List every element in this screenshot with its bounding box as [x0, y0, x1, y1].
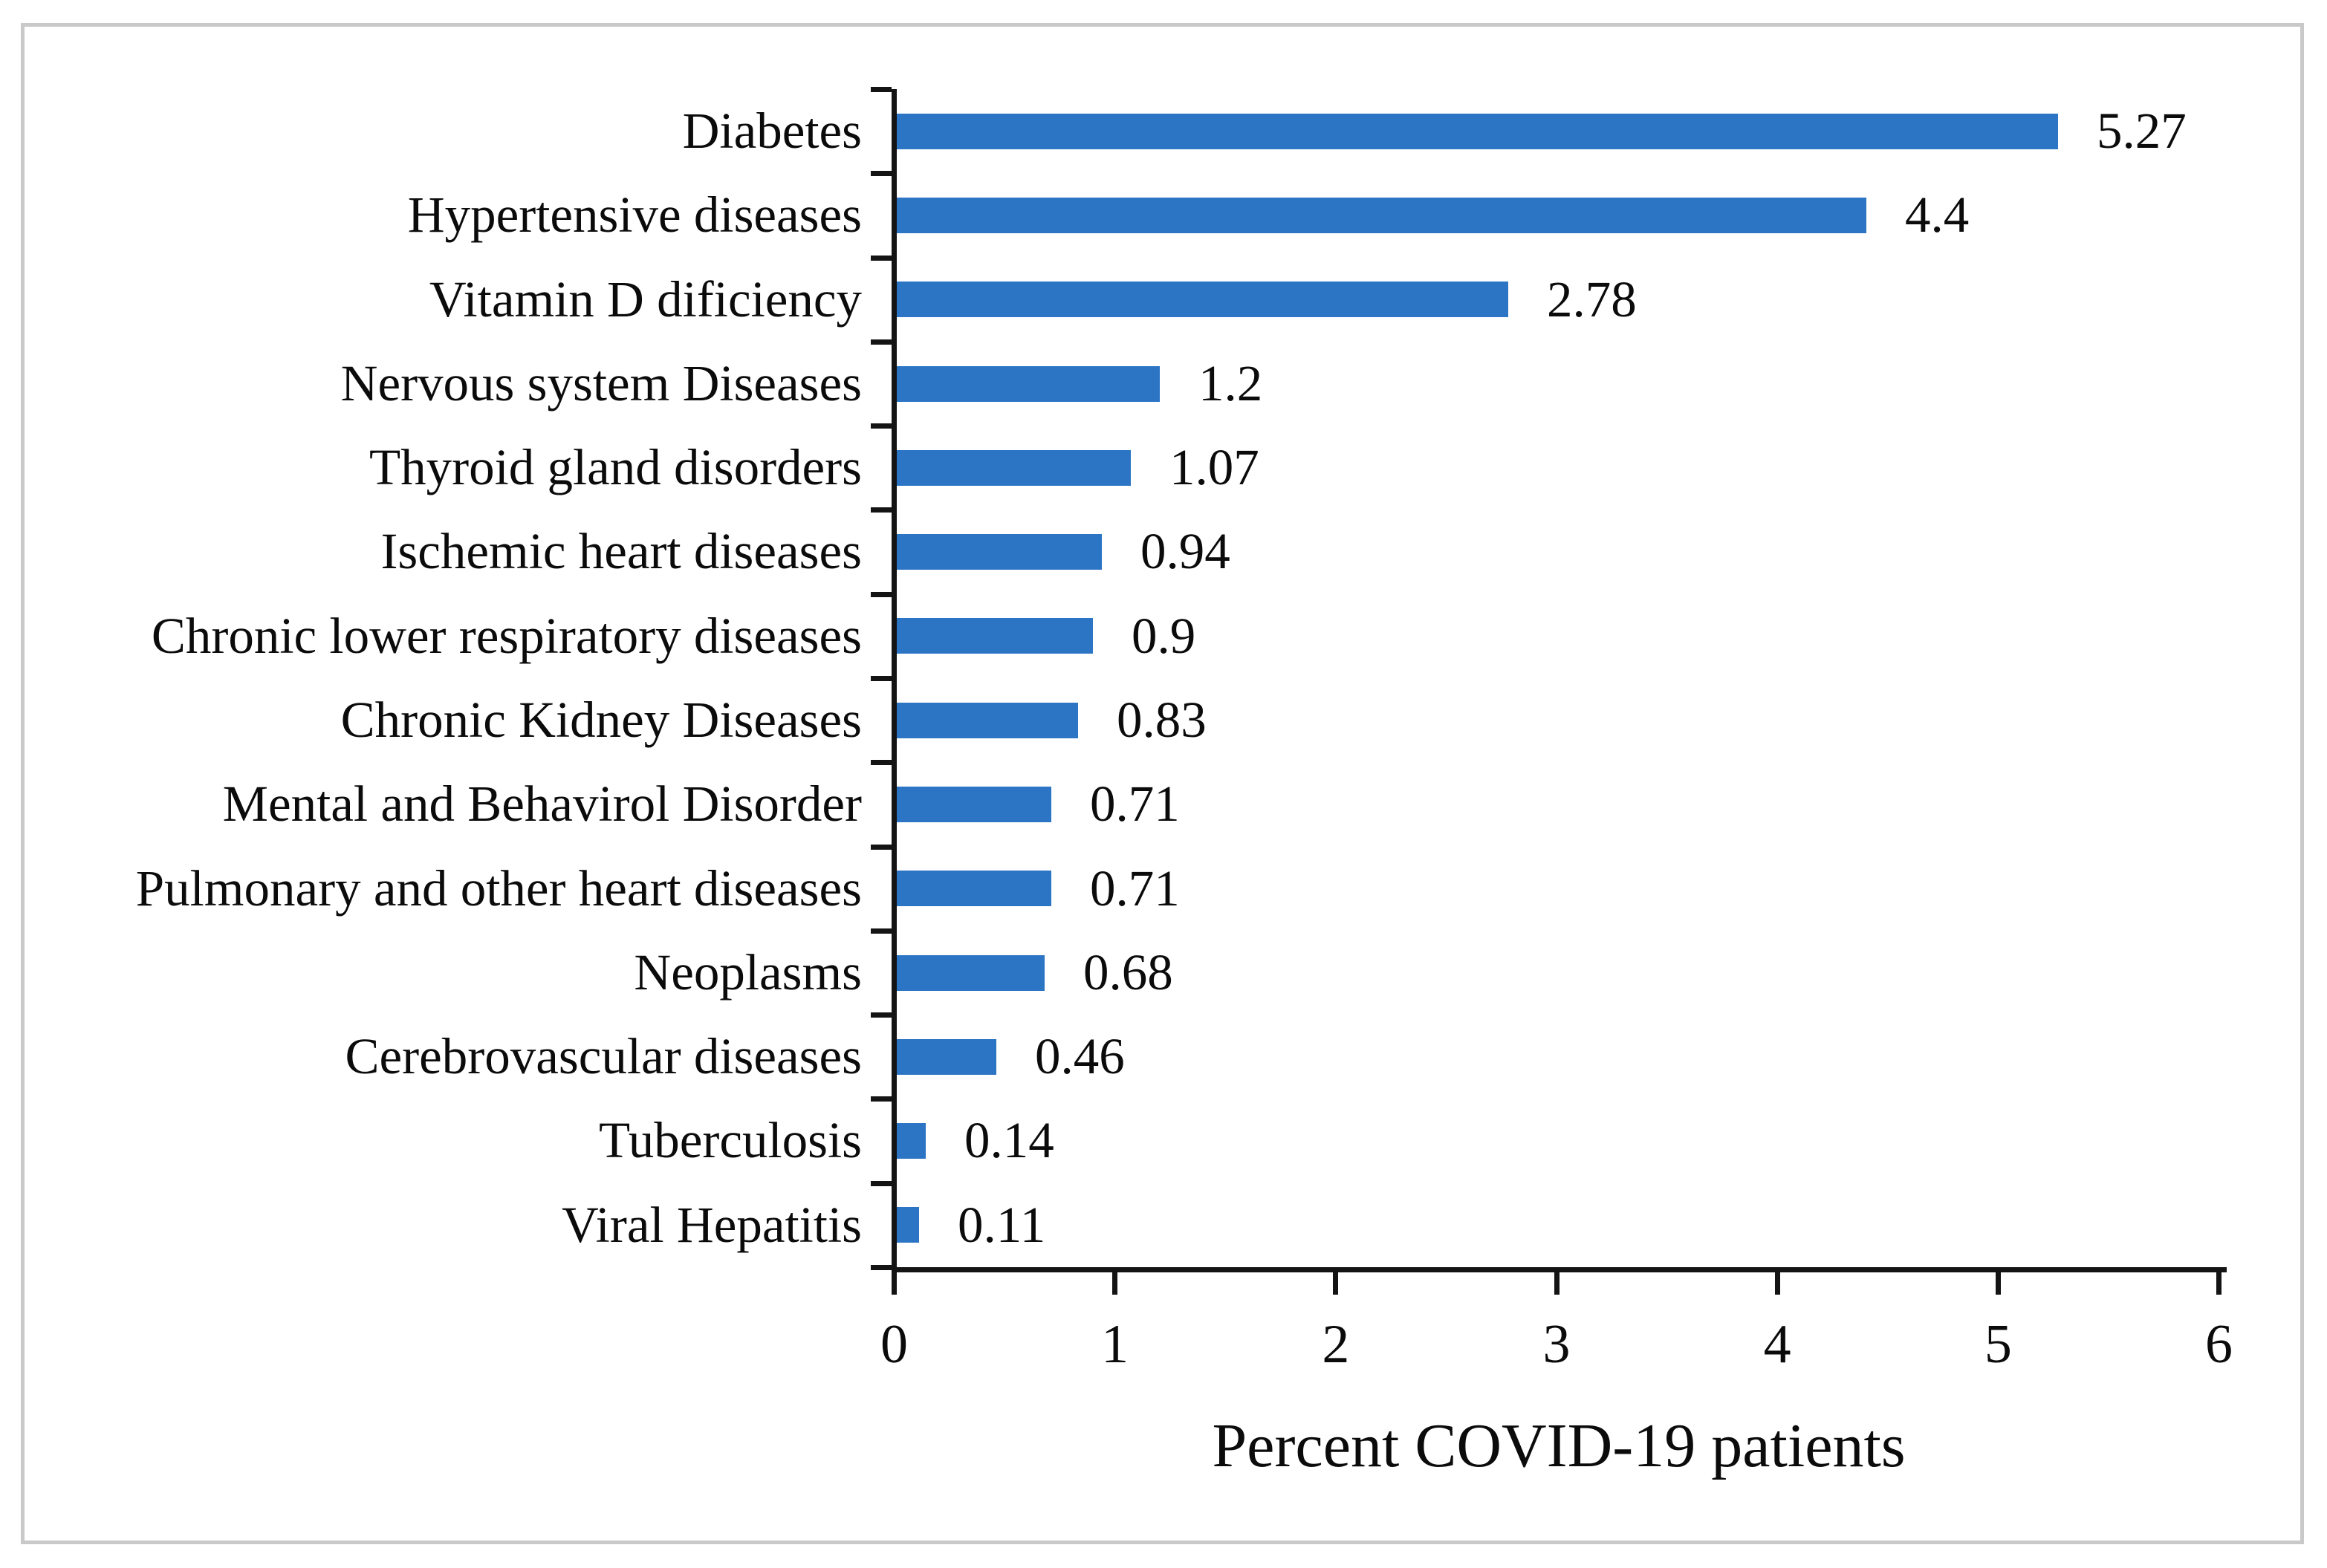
bar [897, 534, 1102, 570]
x-axis-tick [1333, 1272, 1339, 1295]
y-axis-tick [871, 760, 892, 766]
y-axis-tick [871, 339, 892, 345]
category-label: Mental and Behavirol Disorder [222, 775, 862, 833]
category-label: Viral Hepatitis [562, 1196, 862, 1253]
x-axis-tick [892, 1272, 897, 1295]
x-axis-tick [1112, 1272, 1118, 1295]
y-axis-tick [871, 507, 892, 513]
bar-value-label: 4.4 [1905, 186, 1970, 244]
bar [897, 449, 1131, 486]
category-label: Thyroid gland disorders [369, 439, 862, 496]
category-label: Neoplasms [634, 943, 862, 1001]
bar [897, 282, 1508, 318]
x-axis-tick-label: 4 [1763, 1314, 1791, 1375]
bar-value-label: 0.68 [1083, 943, 1173, 1001]
bar [897, 365, 1160, 402]
bar [897, 702, 1078, 738]
bar-value-label: 5.27 [2097, 103, 2187, 159]
x-axis-tick-label: 5 [1984, 1314, 2012, 1375]
category-label: Hypertensive diseases [407, 186, 862, 244]
x-axis-tick-label: 3 [1542, 1314, 1571, 1375]
category-label: Chronic lower respiratory diseases [151, 607, 862, 664]
y-axis-tick [871, 591, 892, 597]
category-label: Vitamin D dificiency [429, 270, 862, 328]
x-axis-tick-label: 0 [880, 1314, 908, 1375]
bar [897, 786, 1051, 822]
x-axis-tick-label: 1 [1101, 1314, 1129, 1375]
y-axis-tick [871, 676, 892, 681]
x-axis-tick [1774, 1272, 1780, 1295]
x-axis-tick-label: 6 [2205, 1314, 2233, 1375]
y-axis-tick [871, 1180, 892, 1186]
x-axis-line [892, 1267, 2227, 1272]
y-axis-tick [871, 844, 892, 850]
y-axis-tick [871, 1096, 892, 1102]
bar-value-label: 2.78 [1547, 270, 1637, 328]
bar-value-label: 0.11 [958, 1196, 1046, 1253]
bar-value-label: 0.9 [1132, 607, 1196, 664]
chart-frame [21, 23, 2304, 1544]
y-axis-line [892, 89, 897, 1272]
bar [897, 618, 1093, 654]
category-label: Nervous system Diseases [340, 354, 862, 411]
bar-value-label: 1.2 [1198, 354, 1263, 411]
x-axis-tick [1995, 1272, 2001, 1295]
x-axis-tick [2216, 1272, 2221, 1295]
bar-value-label: 0.94 [1140, 523, 1230, 580]
bar-value-label: 0.71 [1090, 775, 1180, 833]
category-label: Tuberculosis [599, 1112, 862, 1169]
x-axis-title: Percent COVID-19 patients [1212, 1411, 1906, 1480]
category-label: Cerebrovascular diseases [345, 1028, 862, 1085]
y-axis-tick [871, 255, 892, 261]
bar-value-label: 1.07 [1169, 439, 1259, 496]
category-label: Ischemic heart diseases [380, 523, 862, 580]
category-label: Chronic Kidney Diseases [340, 692, 862, 748]
bar [897, 1207, 919, 1243]
bar-value-label: 0.83 [1117, 692, 1207, 748]
bar-value-label: 0.71 [1090, 859, 1180, 917]
y-axis-tick [871, 1012, 892, 1018]
y-axis-tick [871, 928, 892, 934]
y-axis-tick [871, 423, 892, 429]
bar-value-label: 0.14 [964, 1112, 1054, 1169]
bar-value-label: 0.46 [1035, 1028, 1125, 1085]
bar [897, 1038, 996, 1075]
category-label: Diabetes [682, 103, 862, 159]
y-axis-tick [871, 1265, 892, 1270]
bar [897, 197, 1866, 233]
bar [897, 113, 2058, 149]
bar [897, 871, 1051, 907]
x-axis-tick [1554, 1272, 1560, 1295]
y-axis-tick [871, 171, 892, 177]
bar [897, 954, 1045, 991]
y-axis-tick [871, 87, 892, 92]
category-label: Pulmonary and other heart diseases [135, 859, 862, 917]
x-axis-tick-label: 2 [1322, 1314, 1350, 1375]
bar [897, 1123, 926, 1159]
